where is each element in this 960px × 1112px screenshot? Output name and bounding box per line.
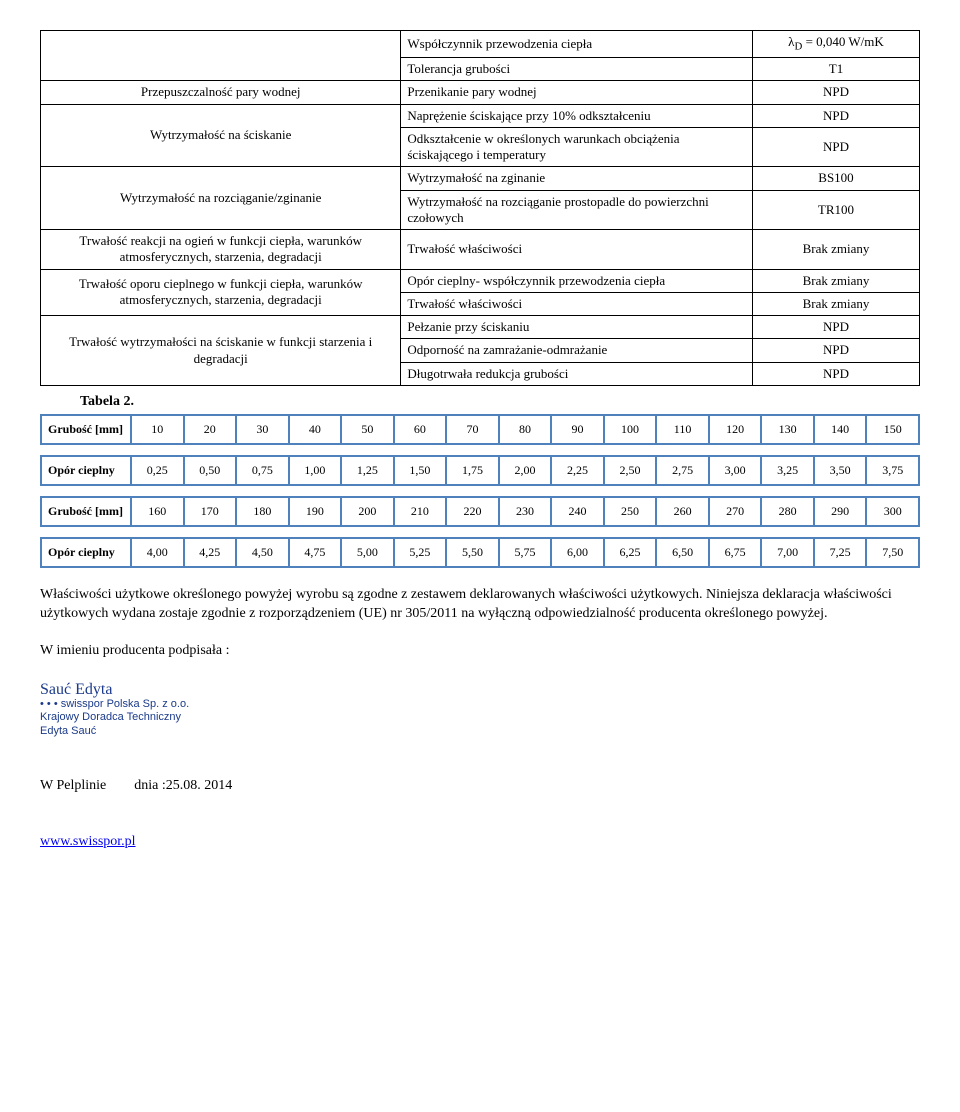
row-header: Grubość [mm]	[41, 415, 131, 444]
thickness-table-2: Grubość [mm] 160170180190200210220230240…	[40, 496, 920, 527]
row-header: Opór cieplny	[41, 456, 131, 485]
resistance-table-2: Opór cieplny 4,004,254,504,755,005,255,5…	[40, 537, 920, 568]
table-row: Opór cieplny 0,250,500,751,001,251,501,7…	[41, 456, 919, 485]
properties-table: Współczynnik przewodzenia ciepła λD = 0,…	[40, 30, 920, 386]
cell: TR100	[752, 190, 919, 230]
table-row: Grubość [mm] 102030405060708090100110120…	[41, 415, 919, 444]
website-link: www.swisspor.pl	[40, 834, 920, 850]
cell: Brak zmiany	[752, 269, 919, 292]
resistance-table-1: Opór cieplny 0,250,500,751,001,251,501,7…	[40, 455, 920, 486]
cell: Trwałość wytrzymałości na ściskanie w fu…	[41, 316, 401, 386]
cell: Wytrzymałość na ściskanie	[41, 104, 401, 167]
cell: Pełzanie przy ściskaniu	[401, 316, 753, 339]
signature-company: • • • swisspor Polska Sp. z o.o.	[40, 698, 920, 711]
cell: Przepuszczalność pary wodnej	[41, 81, 401, 104]
cell: Odporność na zamrażanie-odmrażanie	[401, 339, 753, 362]
cell: Trwałość reakcji na ogień w funkcji ciep…	[41, 230, 401, 270]
cell: NPD	[752, 339, 919, 362]
cell: Wytrzymałość na rozciąganie/zginanie	[41, 167, 401, 230]
cell: Brak zmiany	[752, 230, 919, 270]
signature-fullname: Edyta Sauć	[40, 725, 920, 738]
row-header: Grubość [mm]	[41, 497, 131, 526]
signed-by-label: W imieniu producenta podpisała :	[40, 642, 920, 661]
cell: Wytrzymałość na rozciąganie prostopadle …	[401, 190, 753, 230]
declaration-paragraph: Właściwości użytkowe określonego powyżej…	[40, 586, 920, 624]
table-row: Grubość [mm] 160170180190200210220230240…	[41, 497, 919, 526]
signature-title: Krajowy Doradca Techniczny	[40, 711, 920, 724]
swisspor-link[interactable]: www.swisspor.pl	[40, 834, 136, 849]
cell: Naprężenie ściskające przy 10% odkształc…	[401, 104, 753, 127]
cell: NPD	[752, 81, 919, 104]
cell: T1	[752, 58, 919, 81]
cell: Trwałość właściwości	[401, 292, 753, 315]
cell: Współczynnik przewodzenia ciepła	[401, 31, 753, 58]
table-2-label: Tabela 2.	[80, 394, 920, 410]
cell: Trwałość właściwości	[401, 230, 753, 270]
cell: Trwałość oporu cieplnego w funkcji ciepł…	[41, 269, 401, 316]
cell: λD = 0,040 W/mK	[752, 31, 919, 58]
cell: BS100	[752, 167, 919, 190]
cell: Tolerancja grubości	[401, 58, 753, 81]
place-and-date: W Pelplinie dnia :25.08. 2014	[40, 778, 920, 794]
cell: NPD	[752, 127, 919, 167]
row-header: Opór cieplny	[41, 538, 131, 567]
signature-block: Sauć Edyta • • • swisspor Polska Sp. z o…	[40, 681, 920, 738]
table-row: Opór cieplny 4,004,254,504,755,005,255,5…	[41, 538, 919, 567]
cell: NPD	[752, 316, 919, 339]
cell: Opór cieplny- współczynnik przewodzenia …	[401, 269, 753, 292]
cell: Długotrwała redukcja grubości	[401, 362, 753, 385]
cell: Odkształcenie w określonych warunkach ob…	[401, 127, 753, 167]
cell: Brak zmiany	[752, 292, 919, 315]
thickness-table-1: Grubość [mm] 102030405060708090100110120…	[40, 414, 920, 445]
cell: NPD	[752, 104, 919, 127]
cell: Wytrzymałość na zginanie	[401, 167, 753, 190]
cell: NPD	[752, 362, 919, 385]
signature-name: Sauć Edyta	[40, 681, 112, 699]
cell: Przenikanie pary wodnej	[401, 81, 753, 104]
